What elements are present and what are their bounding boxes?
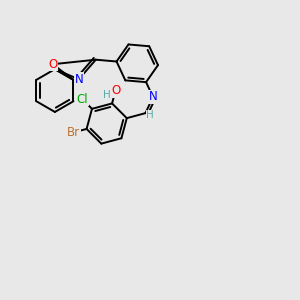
Text: H: H bbox=[146, 110, 154, 120]
Text: Br: Br bbox=[67, 126, 80, 139]
Text: O: O bbox=[48, 58, 57, 71]
Text: N: N bbox=[74, 73, 83, 86]
Text: Cl: Cl bbox=[77, 93, 88, 106]
Text: N: N bbox=[148, 91, 158, 103]
Text: O: O bbox=[111, 84, 120, 97]
Text: H: H bbox=[103, 90, 111, 100]
